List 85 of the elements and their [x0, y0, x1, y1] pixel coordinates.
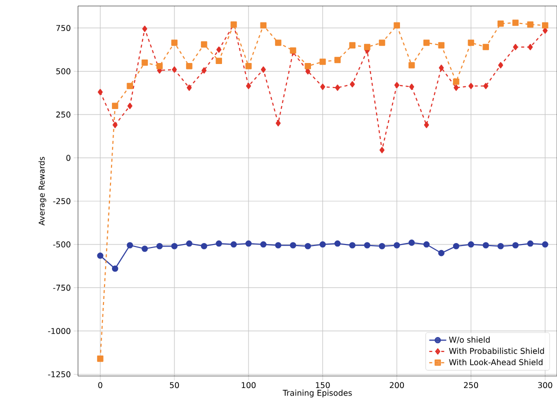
point: [498, 62, 504, 68]
point: [304, 62, 312, 70]
point: [453, 243, 460, 250]
point: [172, 66, 177, 73]
point: [112, 122, 118, 128]
point: [498, 243, 504, 250]
point: [156, 243, 163, 250]
point: [364, 242, 370, 248]
point: [98, 88, 103, 96]
point: [276, 120, 281, 126]
point: [290, 242, 296, 248]
point: [142, 59, 148, 66]
point: [127, 102, 132, 110]
point: [200, 41, 208, 48]
point: [438, 250, 444, 256]
point: [424, 122, 429, 128]
point: [512, 20, 519, 26]
point: [216, 46, 222, 53]
point: [409, 84, 414, 90]
point: [527, 21, 534, 28]
point: [200, 243, 208, 250]
point: [335, 84, 340, 91]
point: [97, 356, 104, 362]
point: [126, 242, 134, 248]
point: [394, 22, 400, 29]
point: [380, 146, 385, 154]
point: [112, 266, 118, 272]
point: [349, 42, 356, 48]
point: [186, 240, 192, 247]
point: [245, 62, 252, 70]
point: [349, 242, 356, 248]
point: [438, 64, 444, 71]
point: [334, 240, 341, 247]
point: [246, 82, 252, 90]
point: [542, 241, 548, 248]
point: [512, 44, 518, 50]
point: [423, 40, 430, 46]
point: [230, 241, 237, 248]
point: [364, 44, 370, 50]
point: [245, 240, 252, 247]
point: [482, 44, 489, 50]
point: [453, 78, 460, 85]
point: [156, 62, 163, 70]
point: [408, 62, 415, 68]
point: [408, 240, 415, 246]
point: [527, 240, 534, 247]
point: [171, 40, 178, 46]
point: [186, 62, 192, 70]
point: [468, 82, 474, 90]
point: [498, 20, 504, 27]
point: [468, 241, 474, 248]
point: [454, 84, 459, 91]
point: [275, 40, 282, 46]
point: [320, 84, 326, 90]
point: [394, 242, 400, 248]
point: [304, 243, 312, 250]
point: [482, 242, 489, 248]
point: [468, 40, 474, 46]
point: [378, 40, 386, 46]
point: [142, 26, 148, 32]
point: [216, 240, 222, 247]
point: [112, 102, 118, 110]
point: [512, 242, 519, 248]
point: [438, 42, 444, 48]
point: [126, 82, 134, 90]
point: [542, 22, 548, 29]
point: [320, 241, 326, 248]
point: [423, 241, 430, 248]
point: [483, 82, 488, 90]
point: [171, 243, 178, 250]
point: [394, 82, 400, 88]
point: [275, 242, 282, 248]
point: [186, 84, 192, 91]
point: [350, 81, 355, 88]
point: [260, 66, 266, 73]
point: [528, 44, 533, 50]
point: [260, 22, 267, 29]
point: [97, 252, 104, 259]
point: [260, 241, 267, 248]
point: [334, 56, 341, 64]
point: [378, 243, 386, 250]
point: [202, 67, 207, 74]
point: [142, 246, 148, 252]
point: [320, 58, 326, 65]
point: [216, 58, 222, 64]
